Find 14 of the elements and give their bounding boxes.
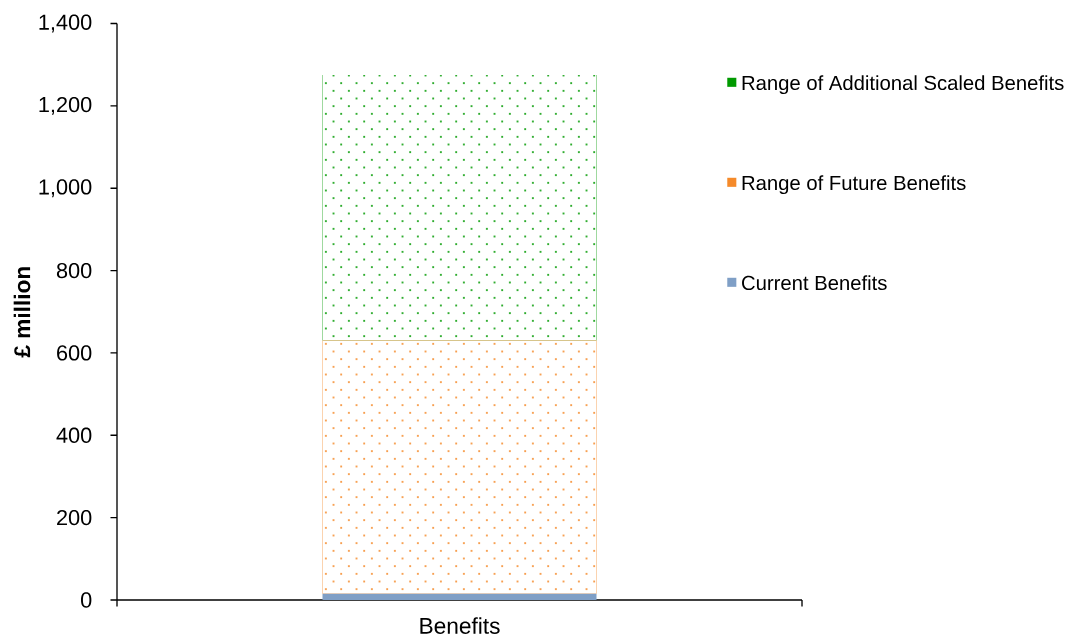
y-tick-label: 600 <box>57 345 92 361</box>
y-axis-title: £ million <box>13 267 31 358</box>
legend-label: Current Benefits <box>742 275 887 291</box>
legend-label: Range of Additional Scaled Benefits <box>742 75 1064 95</box>
x-tick-label: Benefits <box>420 617 500 634</box>
y-tick-label: 1,200 <box>39 96 92 115</box>
y-tick-label: 1,000 <box>39 179 92 198</box>
y-tick-label: 400 <box>56 427 92 443</box>
y-tick-label: 800 <box>56 262 92 279</box>
y-tick-label: 200 <box>57 509 92 526</box>
bar <box>322 593 597 600</box>
legend-label: Range of Future Benefits <box>742 175 966 195</box>
y-tick-label: 0 <box>81 592 92 608</box>
y-tick-label: 1,400 <box>39 14 92 33</box>
